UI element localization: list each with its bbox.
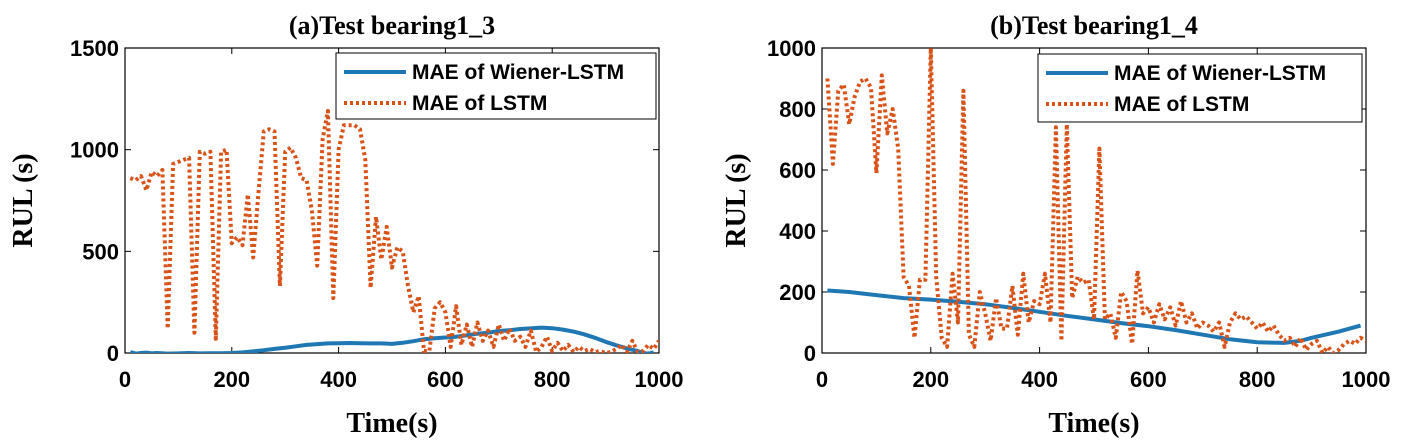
x-tick-label: 200 — [213, 367, 250, 392]
series-group — [825, 48, 1366, 353]
x-axis-label: Time(s) — [346, 408, 437, 439]
x-tick-label: 1000 — [635, 367, 684, 392]
x-axis-label: Time(s) — [1048, 408, 1139, 439]
chart-panel-a: 0 200 400 600 800 1000 0 500 1000 1500 (a)Test bea… — [8, 11, 683, 439]
series-group — [129, 109, 659, 353]
x-tick-label: 600 — [1130, 367, 1167, 392]
y-tick-label: 200 — [779, 280, 816, 305]
legend-label: MAE of LSTM — [1114, 93, 1249, 116]
x-tick-label: 800 — [534, 367, 571, 392]
y-tick-label: 1000 — [767, 36, 816, 61]
legend-box — [335, 52, 657, 120]
y-axis-label: RUL (s) — [8, 153, 39, 247]
y-tick-label: 800 — [779, 97, 816, 122]
y-tick-label: 600 — [779, 158, 816, 183]
legend-label: MAE of Wiener-LSTM — [412, 61, 624, 84]
x-tick-label: 0 — [816, 367, 828, 392]
x-tick-label: 400 — [320, 367, 357, 392]
y-tick-label: 400 — [779, 219, 816, 244]
chart-title: (b)Test bearing1_4 — [990, 11, 1198, 40]
x-tick-label: 200 — [912, 367, 949, 392]
x-tick-label: 600 — [427, 367, 464, 392]
chart-panel-b: 0 200 400 600 800 1000 0 200 400 600 800 1000 (b)Tes… — [721, 11, 1390, 439]
legend: MAE of Wiener-LSTM MAE of LSTM — [1037, 53, 1363, 123]
x-tick-label: 400 — [1021, 367, 1058, 392]
y-tick-label: 1000 — [70, 138, 119, 163]
legend-label: MAE of LSTM — [412, 92, 547, 115]
y-axis-label: RUL (s) — [721, 153, 752, 247]
y-tick-label: 0 — [107, 341, 119, 366]
legend-label: MAE of Wiener-LSTM — [1114, 62, 1326, 85]
series-line-lstm — [129, 109, 659, 353]
y-tick-label: 500 — [82, 239, 119, 264]
x-tick-label: 800 — [1239, 367, 1276, 392]
y-tick-label: 1500 — [70, 36, 119, 61]
legend: MAE of Wiener-LSTM MAE of LSTM — [335, 52, 657, 120]
series-line-wiener-lstm — [130, 325, 654, 353]
legend-box — [1037, 53, 1363, 123]
y-tick-label: 0 — [804, 341, 816, 366]
chart-title: (a)Test bearing1_3 — [289, 11, 495, 40]
x-tick-label: 1000 — [1342, 367, 1391, 392]
x-tick-label: 0 — [119, 367, 131, 392]
